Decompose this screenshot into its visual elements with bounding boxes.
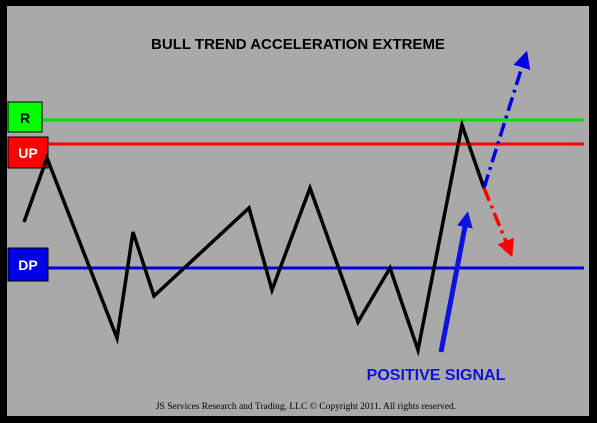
label-box-dp: DP [7, 247, 49, 282]
diagram-title: BULL TREND ACCELERATION EXTREME [151, 36, 445, 53]
bull-projection-arrow [482, 50, 531, 189]
plot-background [7, 6, 589, 416]
label-box-up: UP [7, 136, 49, 169]
price-line [22, 118, 486, 357]
copyright-text: JS Services Research and Trading, LLC © … [156, 401, 456, 412]
label-r-text: R [20, 110, 30, 126]
label-up-text: UP [18, 145, 37, 161]
label-box-r: R [7, 101, 43, 133]
bear-projection-arrow [482, 187, 514, 258]
positive-signal-label: POSITIVE SIGNAL [367, 367, 506, 384]
positive-signal-arrow [438, 211, 473, 353]
label-dp-text: DP [18, 257, 37, 273]
